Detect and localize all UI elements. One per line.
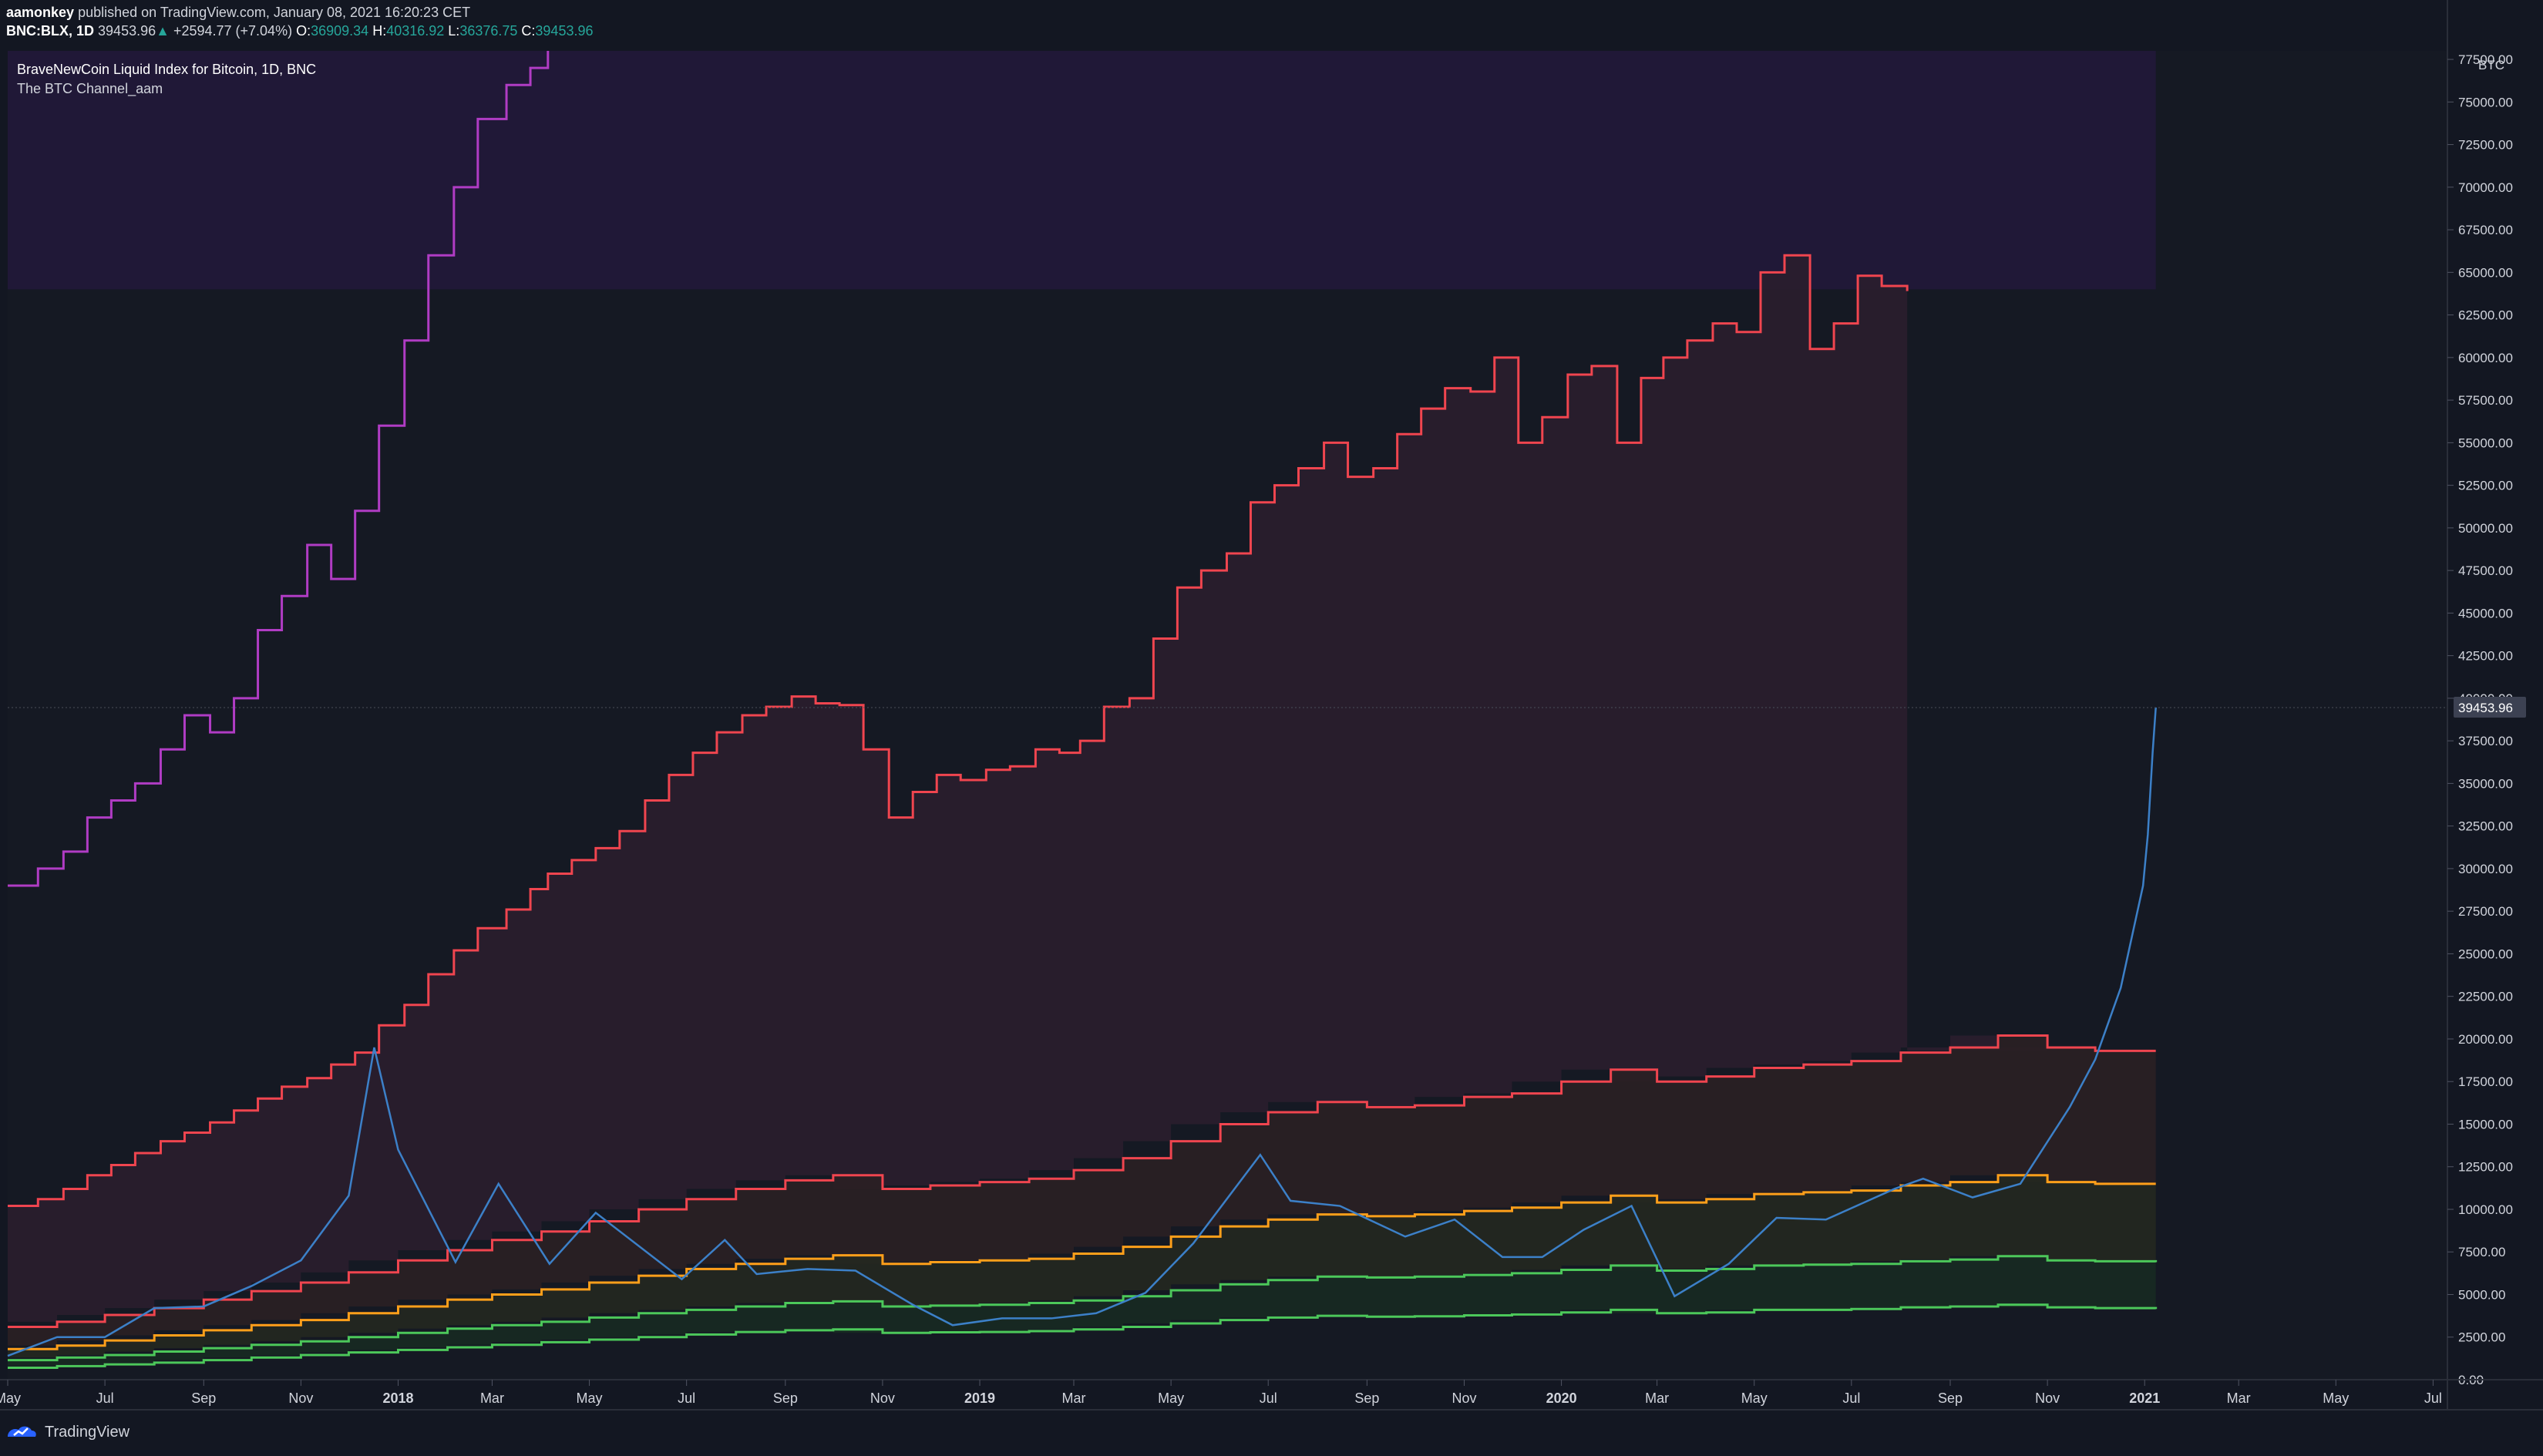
x-tick-label: 2019 <box>964 1390 995 1406</box>
x-tick-label: Nov <box>2035 1390 2060 1406</box>
x-tick-label: May <box>2323 1390 2349 1406</box>
x-tick-label: Jul <box>2424 1390 2442 1406</box>
x-tick-label: 2020 <box>1546 1390 1577 1406</box>
tradingview-brand[interactable]: TradingView <box>6 1423 130 1441</box>
purple-band-line <box>8 51 550 887</box>
x-tick-label: May <box>0 1390 21 1406</box>
up-arrow-icon: ▲ <box>156 23 170 39</box>
symbol-label[interactable]: BNC:BLX, 1D <box>6 23 95 39</box>
last-price: 39453.96 <box>98 23 156 39</box>
y-tick-label: 72500.00 <box>2458 138 2513 153</box>
y-tick-label: 37500.00 <box>2458 734 2513 748</box>
y-tick-label: 17500.00 <box>2458 1074 2513 1089</box>
channel-fill-4 <box>8 1175 2156 1360</box>
x-tick-label: Mar <box>1062 1390 1086 1406</box>
close-value: 39453.96 <box>535 23 594 39</box>
y-tick-label: 12500.00 <box>2458 1160 2513 1175</box>
x-tick-label: Nov <box>288 1390 313 1406</box>
author-name[interactable]: aamonkey <box>6 5 75 20</box>
orange-band-line <box>8 1174 2156 1350</box>
y-tick-label: 25000.00 <box>2458 947 2513 961</box>
x-tick-label: Jul <box>1260 1390 1277 1406</box>
y-tick-label: 47500.00 <box>2458 563 2513 578</box>
high-value: 40316.92 <box>386 23 445 39</box>
btc-price-line <box>7 707 2157 1357</box>
x-tick-label: Mar <box>2227 1390 2251 1406</box>
open-value: 36909.34 <box>311 23 369 39</box>
y-tick-label: 22500.00 <box>2458 990 2513 1004</box>
y-tick-label: 15000.00 <box>2458 1117 2513 1132</box>
ohlc-line: BNC:BLX, 1D 39453.96▲ +2594.77 (+7.04%) … <box>6 22 593 40</box>
low-label: L: <box>448 23 460 39</box>
close-label: C: <box>521 23 536 39</box>
y-tick-label: 27500.00 <box>2458 904 2513 919</box>
channel-fill-1 <box>8 51 2156 290</box>
y-tick-label: 42500.00 <box>2458 649 2513 664</box>
publish-line: aamonkey published on TradingView.com, J… <box>6 3 593 22</box>
y-tick-label: 50000.00 <box>2458 521 2513 536</box>
x-tick-label: May <box>577 1390 603 1406</box>
y-tick-label: 77500.00 <box>2458 52 2513 67</box>
tradingview-logo-icon <box>8 1426 36 1437</box>
channel-fill-3 <box>8 1035 2156 1350</box>
price-change: +2594.77 (+7.04%) <box>173 23 293 39</box>
x-tick-label: Jul <box>678 1390 695 1406</box>
current-price-badge <box>2454 696 2526 718</box>
x-tick-label: Sep <box>191 1390 216 1406</box>
x-tick-label: Jul <box>96 1390 114 1406</box>
current-price-label: 39453.96 <box>2458 701 2513 715</box>
high-label: H: <box>372 23 387 39</box>
x-tick-label: May <box>1741 1390 1768 1406</box>
brand-label: TradingView <box>45 1423 130 1441</box>
x-tick-label: May <box>1158 1390 1184 1406</box>
y-tick-label: 45000.00 <box>2458 606 2513 620</box>
y-tick-label: 57500.00 <box>2458 393 2513 408</box>
lower-green-band-line <box>8 1303 2158 1370</box>
channel-fill-5 <box>8 1256 2156 1368</box>
x-tick-label: Sep <box>1938 1390 1963 1406</box>
y-tick-label: 10000.00 <box>2458 1202 2513 1217</box>
x-tick-label: 2021 <box>2129 1390 2160 1406</box>
low-value: 36376.75 <box>459 23 518 39</box>
upper-green-band-line <box>8 1255 2158 1362</box>
indicator-title[interactable]: The BTC Channel_aam <box>17 81 163 96</box>
x-tick-label: Nov <box>1451 1390 1476 1406</box>
y-tick-label: 70000.00 <box>2458 180 2513 195</box>
x-tick-label: Mar <box>480 1390 504 1406</box>
y-tick-label: 32500.00 <box>2458 819 2513 834</box>
y-tick-label: 20000.00 <box>2458 1032 2513 1047</box>
x-tick-label: Mar <box>1645 1390 1669 1406</box>
y-tick-label: 2500.00 <box>2458 1330 2505 1345</box>
chart-header: aamonkey published on TradingView.com, J… <box>6 3 593 40</box>
y-tick-label: 30000.00 <box>2458 862 2513 876</box>
chart-legend: BraveNewCoin Liquid Index for Bitcoin, 1… <box>17 60 316 99</box>
upper-red-band-line <box>8 254 1909 1208</box>
series-title[interactable]: BraveNewCoin Liquid Index for Bitcoin, 1… <box>17 62 317 77</box>
x-tick-label: Jul <box>1842 1390 1860 1406</box>
y-tick-label: 67500.00 <box>2458 223 2513 237</box>
y-tick-label: 62500.00 <box>2458 308 2513 323</box>
publish-info: published on TradingView.com, January 08… <box>78 5 471 20</box>
x-tick-label: Sep <box>773 1390 798 1406</box>
y-tick-label: 5000.00 <box>2458 1287 2505 1302</box>
y-tick-label: 35000.00 <box>2458 776 2513 791</box>
y-tick-label: 65000.00 <box>2458 265 2513 280</box>
y-tick-label: 60000.00 <box>2458 351 2513 365</box>
x-tick-label: 2018 <box>382 1390 413 1406</box>
price-scale-unit: BTC <box>2478 58 2504 72</box>
y-tick-label: 75000.00 <box>2458 95 2513 109</box>
x-tick-label: Nov <box>870 1390 895 1406</box>
y-tick-label: 55000.00 <box>2458 435 2513 450</box>
lower-red-band-line <box>8 1034 2156 1328</box>
open-label: O: <box>296 23 311 39</box>
y-tick-label: 52500.00 <box>2458 479 2513 493</box>
y-tick-label: 7500.00 <box>2458 1245 2505 1259</box>
x-tick-label: Sep <box>1354 1390 1379 1406</box>
channel-fill-2 <box>8 255 2096 1327</box>
